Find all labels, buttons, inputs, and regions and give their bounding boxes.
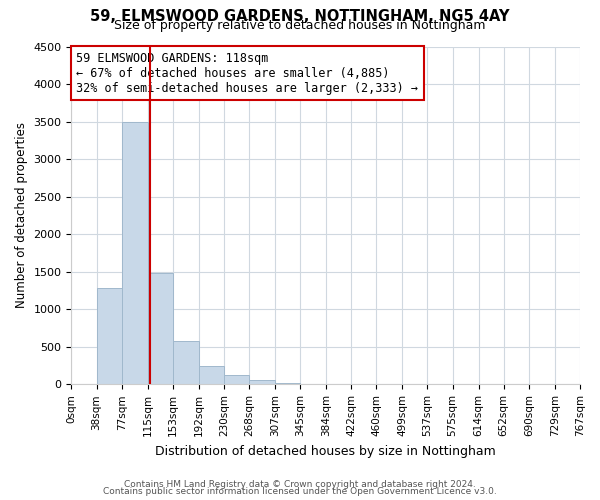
- Bar: [122, 122, 148, 384]
- Text: Size of property relative to detached houses in Nottingham: Size of property relative to detached ho…: [114, 19, 486, 32]
- Text: Contains public sector information licensed under the Open Government Licence v3: Contains public sector information licen…: [103, 487, 497, 496]
- Y-axis label: Number of detached properties: Number of detached properties: [15, 122, 28, 308]
- Bar: [97, 288, 122, 384]
- Bar: [148, 273, 173, 384]
- X-axis label: Distribution of detached houses by size in Nottingham: Distribution of detached houses by size …: [155, 444, 496, 458]
- Bar: [199, 366, 224, 384]
- Text: 59, ELMSWOOD GARDENS, NOTTINGHAM, NG5 4AY: 59, ELMSWOOD GARDENS, NOTTINGHAM, NG5 4A…: [90, 9, 510, 24]
- Text: Contains HM Land Registry data © Crown copyright and database right 2024.: Contains HM Land Registry data © Crown c…: [124, 480, 476, 489]
- Bar: [173, 341, 199, 384]
- Text: 59 ELMSWOOD GARDENS: 118sqm
← 67% of detached houses are smaller (4,885)
32% of : 59 ELMSWOOD GARDENS: 118sqm ← 67% of det…: [76, 52, 418, 94]
- Bar: [249, 380, 275, 384]
- Bar: [275, 383, 300, 384]
- Bar: [224, 376, 249, 384]
